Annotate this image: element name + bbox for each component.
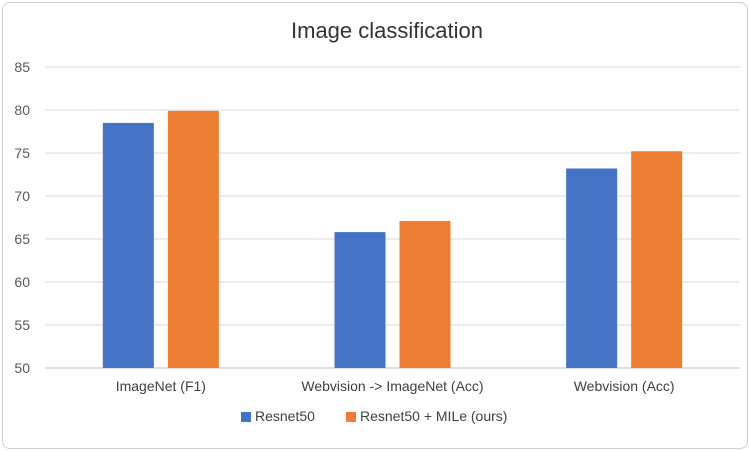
bars [102,110,683,369]
bar [566,168,618,368]
legend-label: Resnet50 + MILe (ours) [360,408,507,424]
chart-title: Image classification [291,18,483,43]
y-tick-label: 70 [14,188,30,204]
y-tick-label: 80 [14,102,30,118]
bar [399,220,451,368]
x-category-label: Webvision -> ImageNet (Acc) [301,378,483,394]
legend-swatch [241,412,251,422]
bar [631,151,683,368]
x-axis: ImageNet (F1) Webvision -> ImageNet (Acc)… [116,378,675,394]
y-axis: 50 55 60 65 70 75 80 85 [14,59,30,376]
bar [334,232,386,368]
y-tick-label: 60 [14,274,30,290]
y-tick-label: 55 [14,317,30,333]
gridlines [45,66,740,369]
legend-swatch [346,412,356,422]
y-tick-label: 50 [14,360,30,376]
x-category-label: ImageNet (F1) [116,378,206,394]
y-tick-label: 75 [14,145,30,161]
bar [167,110,219,369]
x-category-label: Webvision (Acc) [574,378,675,394]
y-tick-label: 65 [14,231,30,247]
bar [102,122,154,369]
legend: Resnet50 Resnet50 + MILe (ours) [241,408,507,424]
legend-label: Resnet50 [255,408,315,424]
y-tick-label: 85 [14,59,30,75]
